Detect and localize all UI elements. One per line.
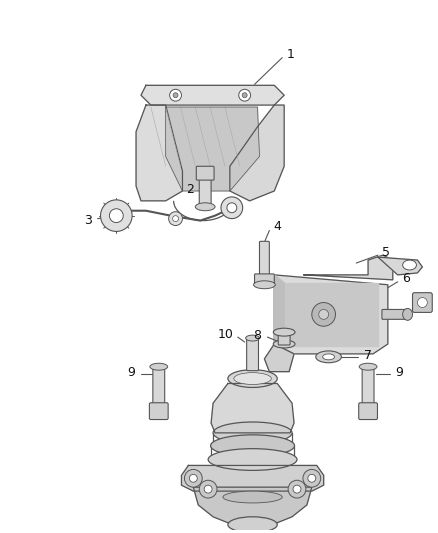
FancyBboxPatch shape — [247, 337, 258, 370]
Text: 10: 10 — [218, 328, 234, 341]
Polygon shape — [284, 283, 378, 346]
Circle shape — [312, 303, 336, 326]
Ellipse shape — [208, 449, 297, 471]
Text: 9: 9 — [127, 366, 135, 379]
FancyBboxPatch shape — [359, 403, 378, 419]
Text: 5: 5 — [382, 246, 390, 259]
Ellipse shape — [323, 354, 335, 360]
Ellipse shape — [213, 422, 292, 444]
Text: 9: 9 — [396, 366, 403, 379]
FancyBboxPatch shape — [382, 310, 409, 319]
Polygon shape — [181, 465, 324, 491]
Ellipse shape — [273, 340, 295, 348]
Ellipse shape — [228, 517, 277, 532]
Circle shape — [242, 93, 247, 98]
Ellipse shape — [359, 364, 377, 370]
Circle shape — [239, 89, 251, 101]
Ellipse shape — [195, 203, 215, 211]
Circle shape — [169, 212, 183, 225]
Polygon shape — [265, 344, 294, 372]
Circle shape — [173, 216, 179, 222]
Ellipse shape — [223, 491, 282, 503]
FancyBboxPatch shape — [199, 178, 211, 208]
Polygon shape — [136, 105, 183, 201]
Circle shape — [303, 470, 321, 487]
FancyBboxPatch shape — [259, 241, 269, 278]
Circle shape — [170, 89, 181, 101]
Ellipse shape — [254, 281, 275, 289]
FancyBboxPatch shape — [278, 331, 290, 345]
Text: 3: 3 — [84, 214, 92, 227]
Circle shape — [319, 310, 328, 319]
Ellipse shape — [234, 373, 271, 384]
Circle shape — [189, 474, 197, 482]
Text: 1: 1 — [287, 48, 295, 61]
Circle shape — [288, 480, 306, 498]
Polygon shape — [141, 85, 284, 105]
Ellipse shape — [316, 351, 342, 363]
Circle shape — [204, 485, 212, 493]
Ellipse shape — [403, 260, 417, 270]
Polygon shape — [378, 257, 422, 275]
Polygon shape — [274, 275, 388, 354]
FancyBboxPatch shape — [413, 293, 432, 312]
Circle shape — [221, 197, 243, 219]
Text: 8: 8 — [254, 329, 261, 342]
Circle shape — [184, 470, 202, 487]
Polygon shape — [166, 107, 259, 191]
Circle shape — [308, 474, 316, 482]
Circle shape — [227, 203, 237, 213]
Polygon shape — [304, 255, 393, 280]
Polygon shape — [274, 275, 284, 346]
Polygon shape — [211, 384, 294, 433]
FancyBboxPatch shape — [254, 274, 274, 286]
Circle shape — [173, 93, 178, 98]
Ellipse shape — [246, 335, 259, 341]
Circle shape — [417, 297, 427, 308]
Circle shape — [101, 200, 132, 231]
Circle shape — [199, 480, 217, 498]
Circle shape — [293, 485, 301, 493]
Circle shape — [110, 209, 123, 223]
Text: 7: 7 — [364, 349, 372, 362]
Text: 4: 4 — [273, 220, 281, 233]
Polygon shape — [230, 105, 284, 201]
Ellipse shape — [273, 328, 295, 336]
Ellipse shape — [211, 435, 294, 457]
FancyBboxPatch shape — [149, 403, 168, 419]
FancyBboxPatch shape — [362, 366, 374, 407]
Ellipse shape — [150, 364, 168, 370]
Polygon shape — [193, 487, 312, 527]
Ellipse shape — [403, 309, 413, 320]
Text: 2: 2 — [187, 183, 194, 197]
Ellipse shape — [228, 370, 277, 387]
Text: 6: 6 — [402, 272, 410, 285]
FancyBboxPatch shape — [153, 366, 165, 407]
FancyBboxPatch shape — [196, 166, 214, 180]
